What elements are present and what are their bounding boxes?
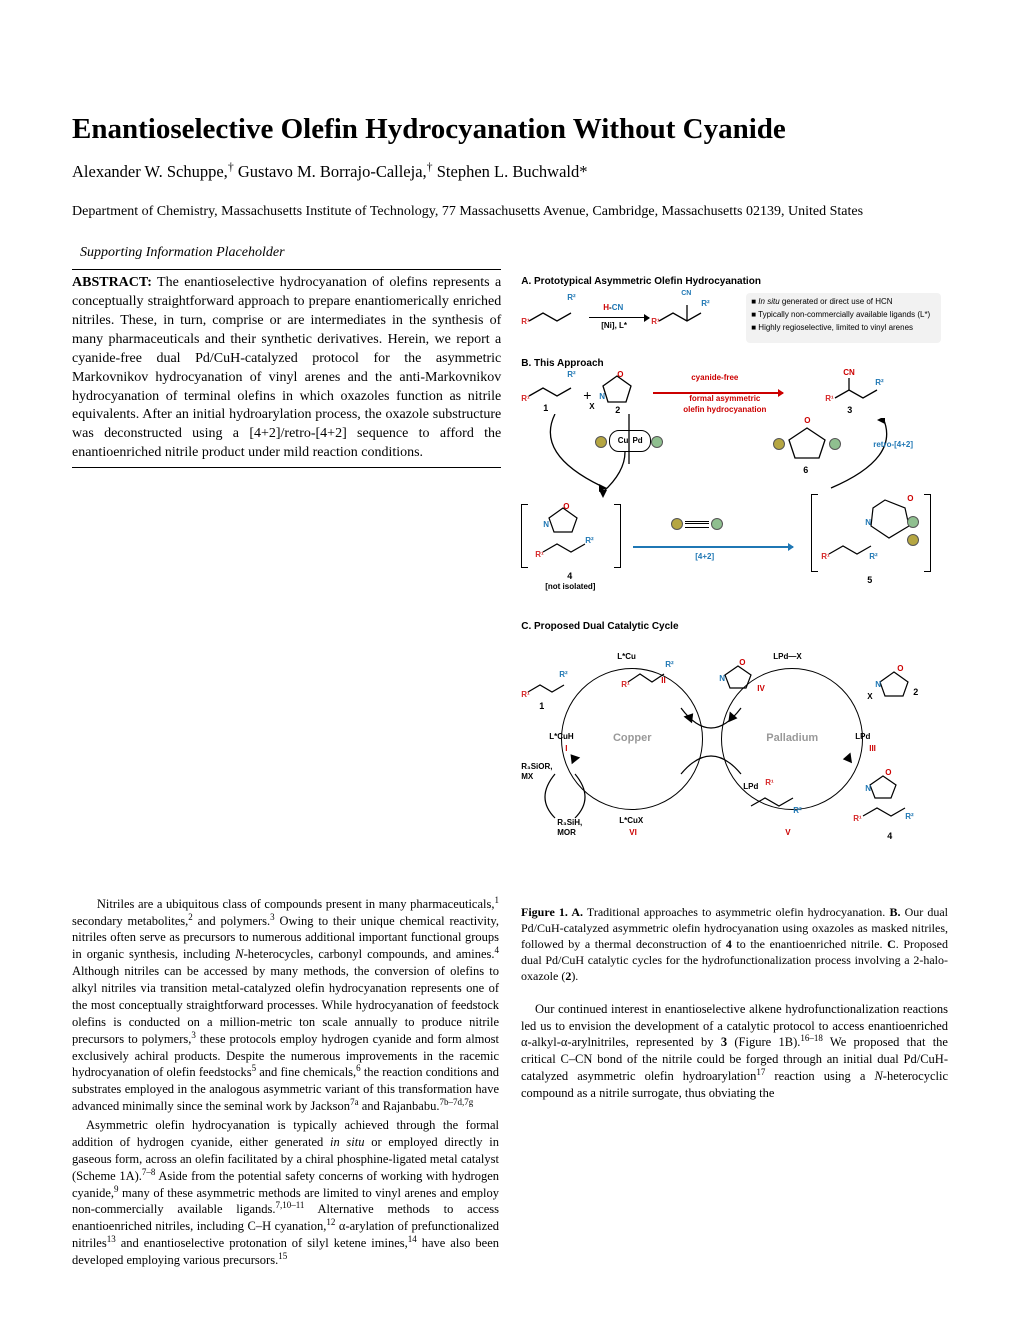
body-column-left: Nitriles are a ubiquitous class of compo…: [72, 896, 499, 1271]
figure-1-caption: Figure 1. A. Traditional approaches to a…: [521, 904, 948, 985]
abstract-text: The enantioselective hydrocyanation of o…: [72, 275, 501, 460]
scheme-a: R¹ R² H-CN [Ni], L* CN R¹ R² ■ In situ g…: [521, 293, 948, 351]
body-p2: Asymmetric olefin hydrocyanation is typi…: [72, 1117, 499, 1269]
scheme-b: R¹ R² 1 O N X 2 + cyanide-free formal as…: [521, 374, 948, 614]
author-3: Stephen L. Buchwald*: [437, 162, 588, 181]
abstract-block: ABSTRACT: The enantioselective hydrocyan…: [72, 269, 501, 468]
abstract-label: ABSTRACT:: [72, 275, 152, 290]
author-1: Alexander W. Schuppe,†: [72, 162, 234, 181]
fig-b-title: B. This Approach: [521, 357, 948, 371]
catalyst-label: [Ni], L*: [601, 321, 627, 332]
body-column-right: Figure 1. A. Traditional approaches to a…: [521, 896, 948, 1271]
authors-line: Alexander W. Schuppe,† Gustavo M. Borraj…: [72, 161, 948, 183]
affiliation: Department of Chemistry, Massachusetts I…: [72, 203, 948, 222]
paper-title: Enantioselective Olefin Hydrocyanation W…: [72, 110, 948, 149]
body-p1: Nitriles are a ubiquitous class of compo…: [72, 896, 499, 1115]
author-2: Gustavo M. Borrajo-Calleja,†: [238, 162, 433, 181]
scheme-c: Copper Palladium L*Cu LPd—X L*CuH LPd I …: [521, 638, 948, 868]
supporting-info-placeholder: Supporting Information Placeholder: [80, 244, 948, 263]
hcn-label: H-CN: [603, 303, 623, 314]
fig-a-title: A. Prototypical Asymmetric Olefin Hydroc…: [521, 275, 948, 289]
fig-c-title: C. Proposed Dual Catalytic Cycle: [521, 620, 948, 634]
figure-1: A. Prototypical Asymmetric Olefin Hydroc…: [521, 269, 948, 868]
body-p3: Our continued interest in enantioselecti…: [521, 1001, 948, 1102]
